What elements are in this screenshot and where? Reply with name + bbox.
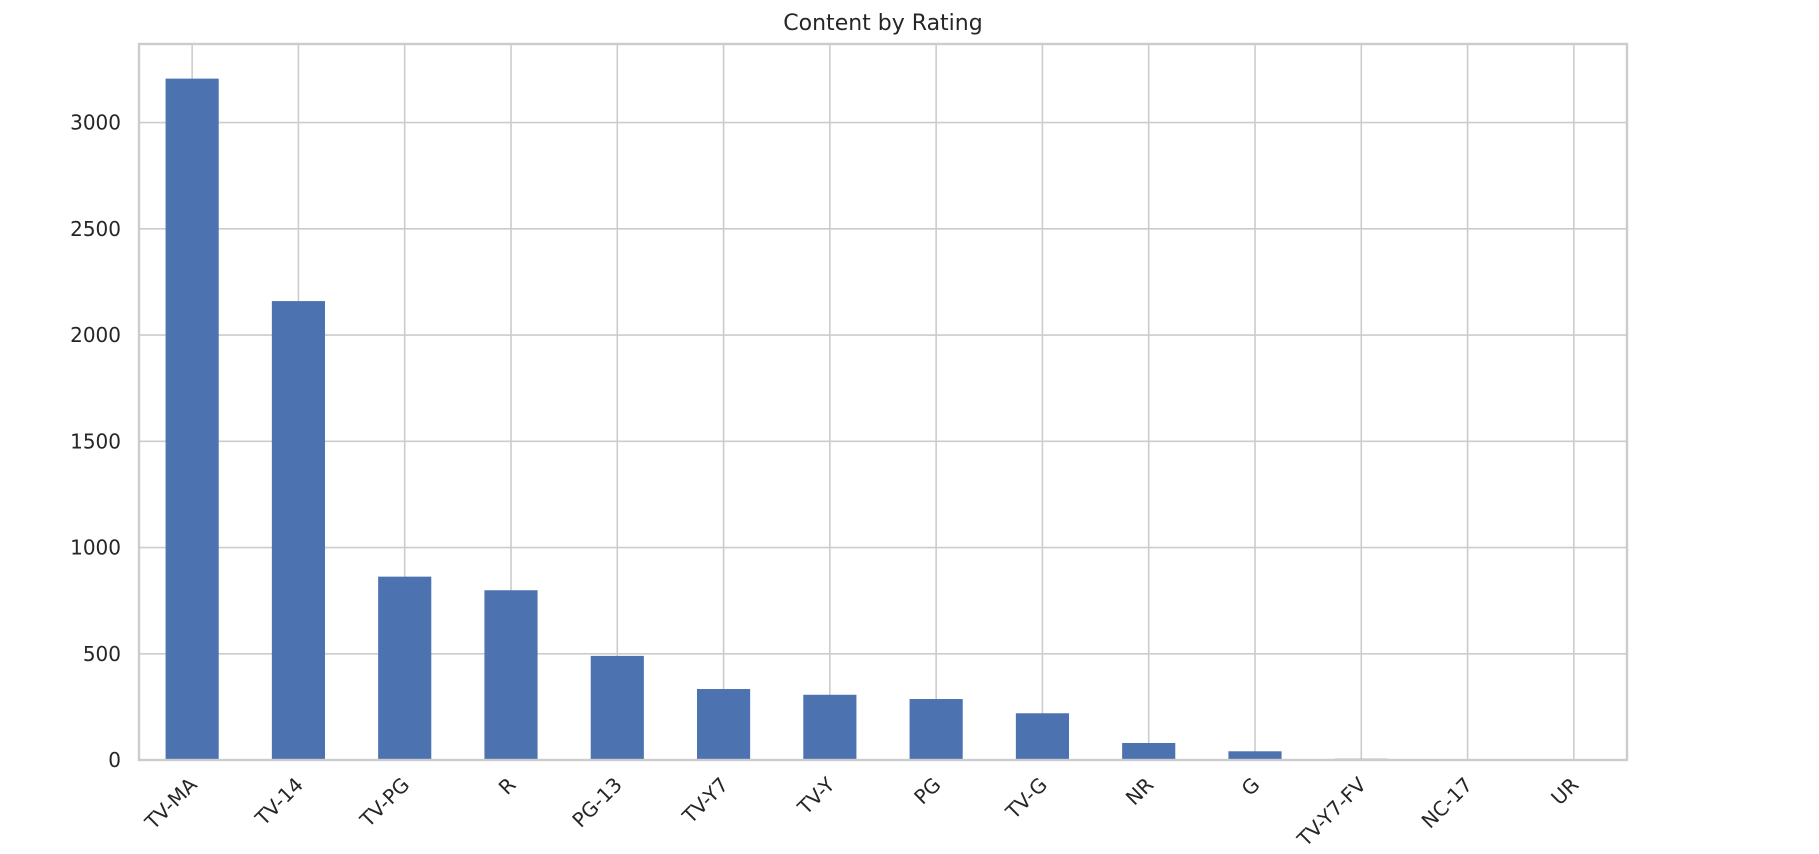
x-tick-label: R bbox=[494, 772, 521, 799]
x-tick-label: PG bbox=[909, 773, 945, 809]
y-tick-label: 2500 bbox=[70, 217, 121, 241]
bar-g bbox=[1228, 751, 1282, 760]
x-tick-label: NC-17 bbox=[1417, 773, 1478, 834]
plot-frame bbox=[137, 42, 1629, 762]
x-tick-label: TV-Y bbox=[792, 772, 840, 820]
x-tick-label: G bbox=[1237, 773, 1265, 801]
x-tick-label: TV-PG bbox=[354, 773, 414, 833]
y-tick-label: 2000 bbox=[70, 323, 121, 347]
y-axis-ticks: 0 500 1000 1500 2000 2500 3000 bbox=[70, 111, 121, 772]
y-tick-label: 1500 bbox=[70, 429, 121, 453]
bar-r bbox=[484, 590, 538, 760]
x-tick-label: PG-13 bbox=[567, 773, 627, 833]
x-tick-label: TV-Y7 bbox=[677, 773, 733, 829]
y-tick-label: 3000 bbox=[70, 111, 121, 135]
x-tick-label: TV-14 bbox=[250, 773, 308, 831]
bar-tv-y bbox=[803, 694, 857, 760]
x-tick-label: TV-G bbox=[1000, 773, 1052, 825]
y-tick-label: 1000 bbox=[70, 536, 121, 560]
bar-tv-g bbox=[1015, 713, 1069, 760]
bar-tv-pg bbox=[378, 576, 432, 760]
x-axis-ticks: TV-MA TV-14 TV-PG R PG-13 TV-Y7 TV-Y PG TV-G NR G T… bbox=[140, 772, 1584, 852]
y-tick-label: 0 bbox=[108, 748, 121, 772]
bar-pg-13 bbox=[590, 655, 644, 760]
x-tick-label: UR bbox=[1546, 773, 1583, 810]
chart-title: Content by Rating bbox=[783, 11, 982, 36]
bar-tv-14 bbox=[271, 301, 325, 760]
bar-nr bbox=[1122, 743, 1176, 760]
y-tick-label: 500 bbox=[83, 642, 121, 666]
bar-tv-ma bbox=[165, 78, 219, 760]
x-tick-label: TV-Y7-FV bbox=[1292, 772, 1371, 851]
x-tick-label: TV-MA bbox=[140, 772, 202, 834]
x-tick-label: NR bbox=[1121, 772, 1158, 809]
grid-lines bbox=[139, 44, 1627, 761]
bar-tv-y7 bbox=[697, 689, 751, 760]
bar-pg bbox=[909, 699, 963, 760]
bars bbox=[165, 78, 1601, 760]
